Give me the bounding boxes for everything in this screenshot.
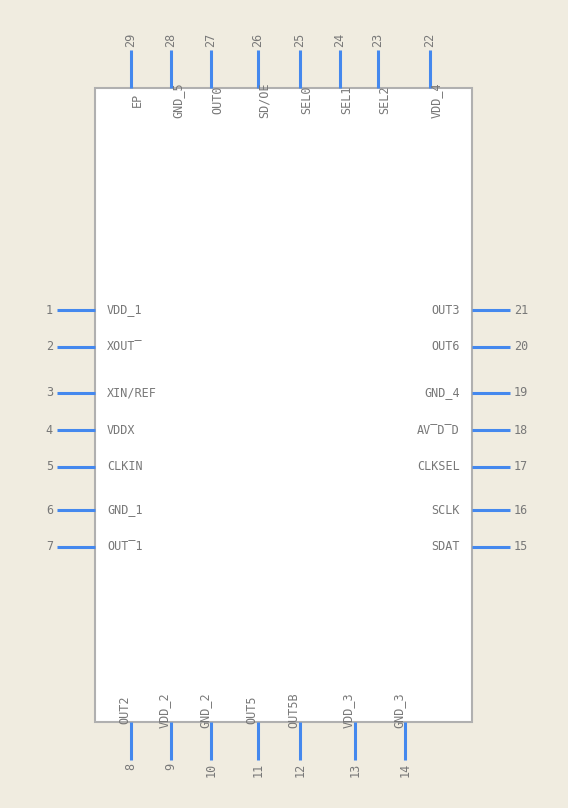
Text: OUT0: OUT0 [211, 86, 224, 114]
Text: XOUT̅: XOUT̅ [107, 340, 143, 354]
Text: CLKIN: CLKIN [107, 461, 143, 473]
Text: 18: 18 [514, 423, 528, 436]
Text: SEL2: SEL2 [378, 86, 391, 114]
Text: 19: 19 [514, 386, 528, 399]
Text: OUT3: OUT3 [432, 304, 460, 317]
Text: 27: 27 [204, 33, 218, 47]
Text: SEL0: SEL0 [300, 86, 313, 114]
Text: 4: 4 [46, 423, 53, 436]
Text: 16: 16 [514, 503, 528, 516]
Text: 17: 17 [514, 461, 528, 473]
Text: XIN/REF: XIN/REF [107, 386, 157, 399]
Text: 26: 26 [252, 33, 265, 47]
Text: CLKSEL: CLKSEL [417, 461, 460, 473]
Text: 22: 22 [424, 33, 436, 47]
Text: 8: 8 [124, 763, 137, 770]
Text: SD/OE: SD/OE [258, 82, 271, 118]
Text: VDD_3: VDD_3 [342, 692, 355, 728]
Bar [95, 88, 472, 722]
Text: GND_3: GND_3 [392, 692, 405, 728]
Text: SDAT: SDAT [432, 541, 460, 553]
Text: 1: 1 [46, 304, 53, 317]
Text: 14: 14 [399, 763, 411, 777]
Text: 13: 13 [349, 763, 361, 777]
Text: 24: 24 [333, 33, 346, 47]
Text: 28: 28 [165, 33, 177, 47]
Text: VDD_2: VDD_2 [158, 692, 171, 728]
Text: GND_2: GND_2 [198, 692, 211, 728]
Text: GND_1: GND_1 [107, 503, 143, 516]
Text: 12: 12 [294, 763, 307, 777]
Text: 5: 5 [46, 461, 53, 473]
Text: VDD_4: VDD_4 [430, 82, 443, 118]
Text: 11: 11 [252, 763, 265, 777]
Text: 23: 23 [371, 33, 385, 47]
Text: 29: 29 [124, 33, 137, 47]
Text: OUT6: OUT6 [432, 340, 460, 354]
Text: 6: 6 [46, 503, 53, 516]
Text: 21: 21 [514, 304, 528, 317]
Text: VDD_1: VDD_1 [107, 304, 143, 317]
Text: OUT5: OUT5 [245, 696, 258, 724]
Text: 3: 3 [46, 386, 53, 399]
Text: 15: 15 [514, 541, 528, 553]
Text: SCLK: SCLK [432, 503, 460, 516]
Text: 10: 10 [204, 763, 218, 777]
Text: 9: 9 [165, 763, 177, 770]
Text: VDDX: VDDX [107, 423, 136, 436]
Text: OUT2: OUT2 [118, 696, 131, 724]
Text: GND_4: GND_4 [424, 386, 460, 399]
Text: 20: 20 [514, 340, 528, 354]
Text: OUT5B: OUT5B [287, 692, 300, 728]
Text: 2: 2 [46, 340, 53, 354]
Text: OUT̅1: OUT̅1 [107, 541, 143, 553]
Text: AV̅D̅D: AV̅D̅D [417, 423, 460, 436]
Text: 25: 25 [294, 33, 307, 47]
Text: SEL1: SEL1 [340, 86, 353, 114]
Text: GND_5: GND_5 [171, 82, 184, 118]
Text: EP: EP [131, 93, 144, 107]
Text: 7: 7 [46, 541, 53, 553]
